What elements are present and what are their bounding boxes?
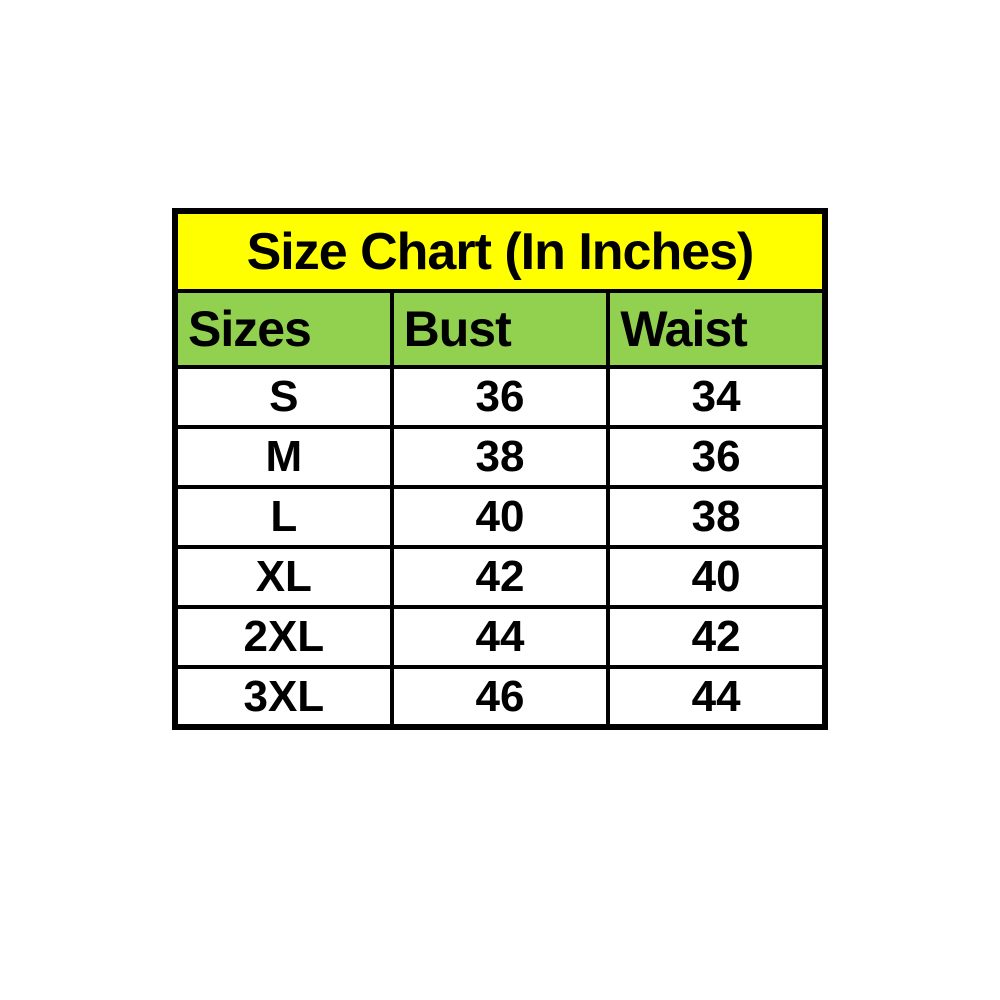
bust-cell: 38: [389, 425, 611, 489]
waist-cell: 36: [606, 425, 827, 489]
column-header-sizes: Sizes: [173, 289, 394, 369]
title-row: Size Chart (In Inches): [173, 209, 827, 293]
size-cell: S: [173, 365, 394, 429]
waist-cell: 42: [606, 605, 827, 669]
bust-cell: 44: [389, 605, 611, 669]
table-row-2xl: 2XL 44 42: [173, 605, 827, 669]
column-header-waist: Waist: [606, 289, 827, 369]
column-header-bust: Bust: [389, 289, 611, 369]
size-cell: XL: [173, 545, 394, 609]
waist-cell: 38: [606, 485, 827, 549]
table-row-m: M 38 36: [173, 425, 827, 489]
size-chart-table: Size Chart (In Inches) Sizes Bust Waist …: [172, 208, 828, 730]
waist-cell: 40: [606, 545, 827, 609]
size-cell: 3XL: [173, 665, 394, 729]
size-cell: L: [173, 485, 394, 549]
size-table-body: S 36 34 M 38 36 L 40 38 XL 42 40 2XL 44: [173, 365, 827, 729]
size-cell: 2XL: [173, 605, 394, 669]
waist-cell: 44: [606, 665, 827, 729]
waist-cell: 34: [606, 365, 827, 429]
table-row-3xl: 3XL 46 44: [173, 665, 827, 729]
table-title: Size Chart (In Inches): [173, 209, 827, 293]
size-cell: M: [173, 425, 394, 489]
table-row-s: S 36 34: [173, 365, 827, 429]
header-row: Sizes Bust Waist: [173, 289, 827, 369]
bust-cell: 42: [389, 545, 611, 609]
table-row-xl: XL 42 40: [173, 545, 827, 609]
bust-cell: 36: [389, 365, 611, 429]
bust-cell: 46: [389, 665, 611, 729]
table-row-l: L 40 38: [173, 485, 827, 549]
bust-cell: 40: [389, 485, 611, 549]
